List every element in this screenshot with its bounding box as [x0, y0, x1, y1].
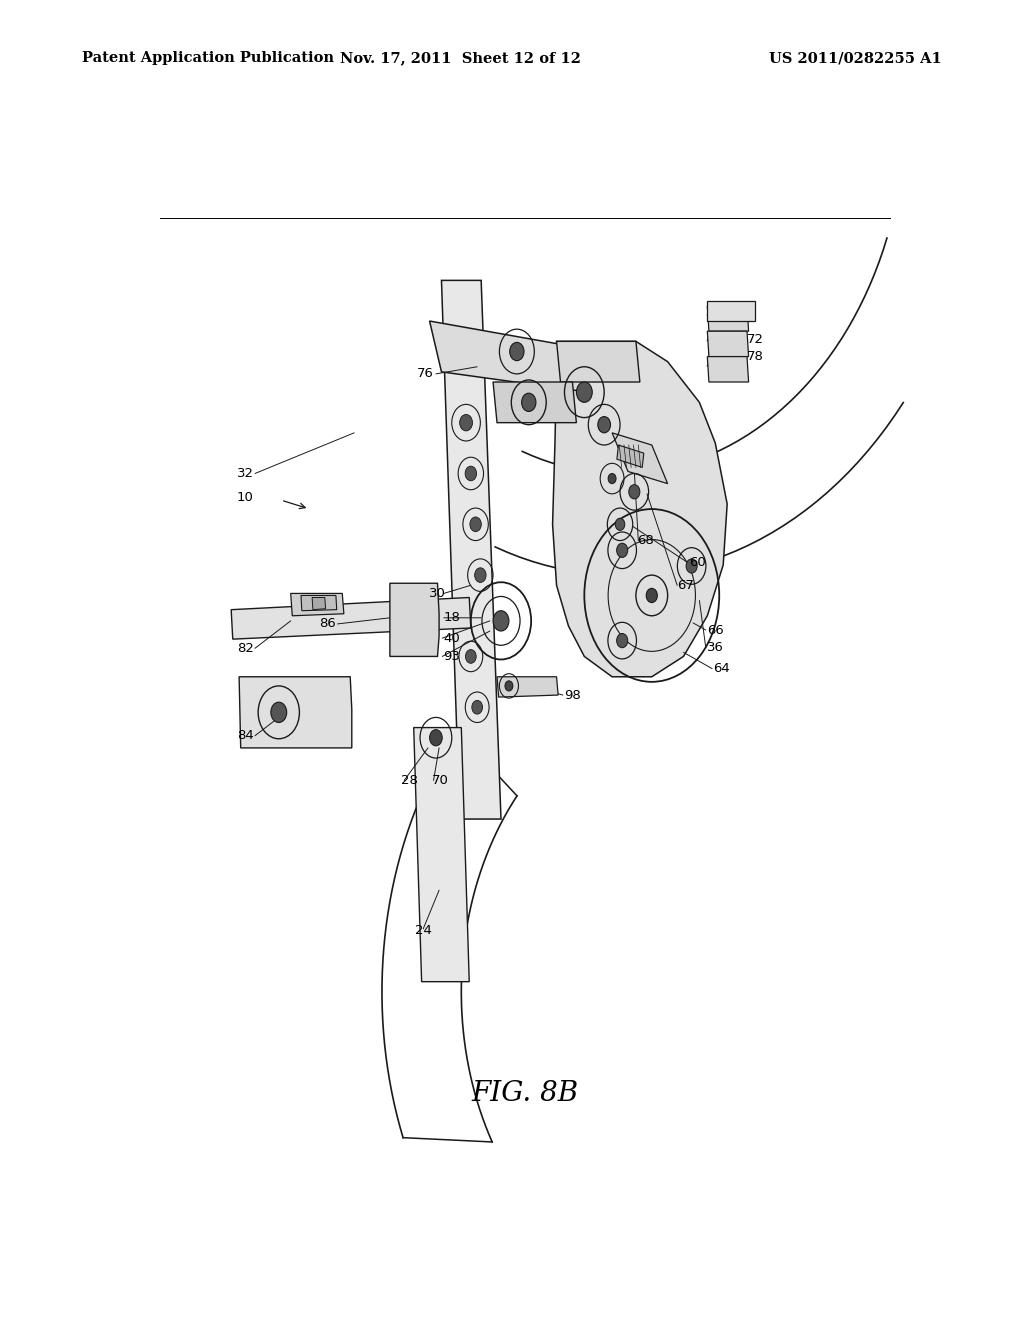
Text: Patent Application Publication: Patent Application Publication	[82, 51, 334, 65]
Polygon shape	[414, 727, 469, 982]
Circle shape	[608, 474, 616, 483]
Text: US 2011/0282255 A1: US 2011/0282255 A1	[769, 51, 942, 65]
Polygon shape	[494, 381, 577, 422]
Polygon shape	[557, 342, 640, 381]
Circle shape	[466, 649, 476, 663]
Text: Nov. 17, 2011  Sheet 12 of 12: Nov. 17, 2011 Sheet 12 of 12	[340, 51, 582, 65]
Circle shape	[270, 702, 287, 722]
Polygon shape	[301, 595, 337, 611]
Polygon shape	[390, 583, 439, 656]
Polygon shape	[708, 306, 749, 331]
Text: 78: 78	[746, 350, 763, 363]
Polygon shape	[708, 356, 749, 381]
Text: 68: 68	[637, 535, 653, 546]
Polygon shape	[708, 301, 755, 321]
Text: 98: 98	[564, 689, 581, 701]
Circle shape	[616, 543, 628, 557]
Polygon shape	[616, 445, 644, 467]
Circle shape	[494, 611, 509, 631]
Polygon shape	[612, 433, 668, 483]
Circle shape	[686, 558, 697, 573]
Text: 82: 82	[237, 642, 254, 655]
Text: 36: 36	[707, 640, 724, 653]
Circle shape	[430, 730, 442, 746]
Text: 10: 10	[237, 491, 254, 504]
Text: 66: 66	[707, 623, 724, 636]
Text: 40: 40	[443, 632, 460, 644]
Polygon shape	[240, 677, 352, 748]
Circle shape	[475, 568, 486, 582]
Text: 86: 86	[319, 618, 336, 631]
Polygon shape	[708, 331, 749, 356]
Circle shape	[521, 393, 536, 412]
Circle shape	[646, 589, 657, 602]
Circle shape	[470, 517, 481, 532]
Circle shape	[616, 634, 628, 648]
Text: 67: 67	[678, 578, 694, 591]
Text: 84: 84	[238, 729, 254, 742]
Text: 70: 70	[431, 774, 449, 787]
Polygon shape	[553, 342, 727, 677]
Circle shape	[505, 681, 513, 690]
Text: 32: 32	[237, 467, 254, 480]
Polygon shape	[430, 321, 588, 392]
Polygon shape	[312, 598, 326, 610]
Circle shape	[472, 701, 482, 714]
Circle shape	[598, 417, 610, 433]
Circle shape	[615, 519, 625, 531]
Text: 76: 76	[417, 367, 434, 380]
Circle shape	[577, 381, 592, 403]
Text: 18: 18	[443, 611, 460, 624]
Text: 30: 30	[429, 587, 445, 599]
Text: 24: 24	[415, 924, 432, 937]
Text: 64: 64	[714, 663, 730, 675]
Text: 93: 93	[443, 649, 460, 663]
Text: 72: 72	[746, 333, 764, 346]
Text: FIG. 8B: FIG. 8B	[471, 1080, 579, 1107]
Text: 60: 60	[689, 557, 707, 569]
Polygon shape	[497, 677, 558, 697]
Polygon shape	[441, 280, 501, 818]
Circle shape	[460, 414, 472, 430]
Polygon shape	[291, 594, 344, 615]
Text: 28: 28	[401, 774, 418, 787]
Circle shape	[510, 342, 524, 360]
Polygon shape	[231, 598, 471, 639]
Circle shape	[629, 484, 640, 499]
Circle shape	[465, 466, 476, 480]
